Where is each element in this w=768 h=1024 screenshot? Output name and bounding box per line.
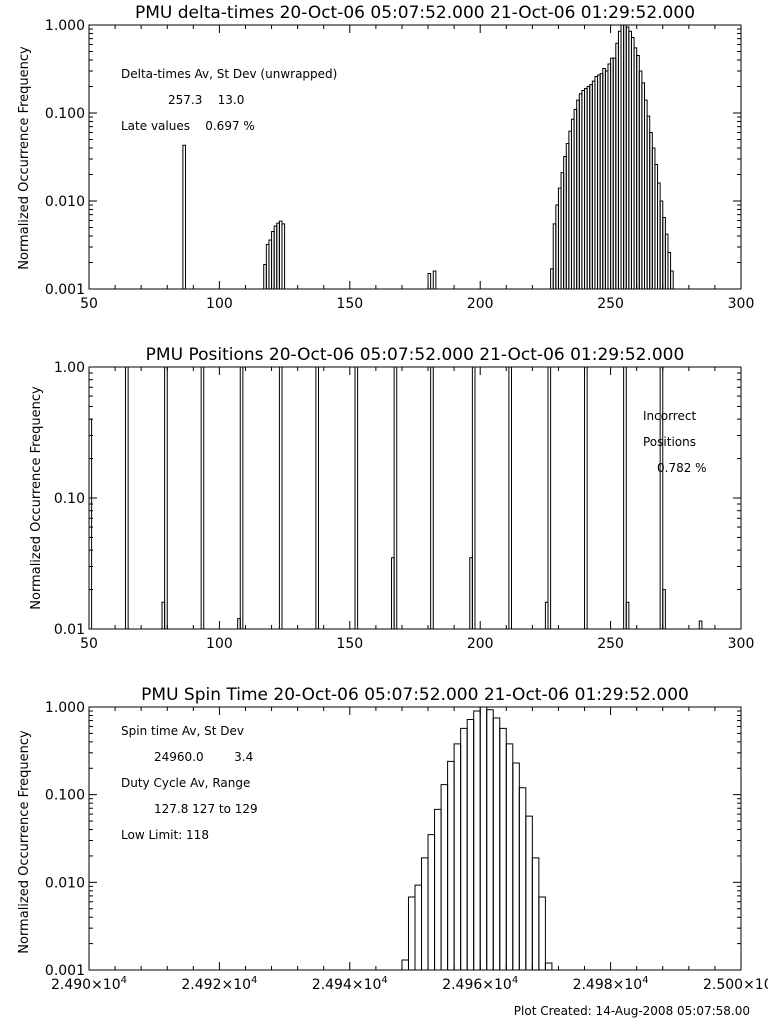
positions-bin-22	[662, 589, 666, 629]
positions-x-tick-label: 50	[80, 636, 98, 652]
delta-times-y-tick-label: 1.000	[45, 18, 85, 34]
spin-time-y-tick-label: 1.000	[45, 700, 85, 716]
delta-times-y-axis-label: Normalized Occurrence Frequency	[17, 46, 32, 270]
positions-bin-23	[698, 620, 703, 629]
positions-bin-20	[625, 601, 630, 629]
positions-axes: 50 100 150 200 250 300 0.01 0.10 1.00	[54, 360, 755, 652]
spin-time-title: PMU Spin Time 20-Oct-06 05:07:52.000 21-…	[141, 685, 689, 705]
spin-time-y-tick-label: 0.010	[45, 875, 85, 891]
spin-time-annotation-duty-range: 127.8 127 to 129	[154, 802, 258, 816]
delta-times-x-tick-label: 50	[80, 296, 98, 312]
spin-time-axes: 2.490×104 2.492×104 2.494×104 2.496×104 2.49…	[45, 700, 768, 993]
spin-time-y-tick-label: 0.001	[45, 963, 85, 979]
delta-times-bin-9	[427, 273, 432, 289]
delta-times-title: PMU delta-times 20-Oct-06 05:07:52.000 2…	[135, 3, 695, 23]
delta-times-x-tick-label: 100	[206, 296, 233, 312]
spin-time-panel: PMU Spin Time 20-Oct-06 05:07:52.000 21-…	[17, 685, 768, 993]
spin-time-bin-22	[544, 962, 553, 970]
delta-times-axes: 50 100 150 200 250 300 0.001 0.010 0.100 1.000	[45, 18, 754, 312]
spin-time-y-tick-label: 0.100	[45, 788, 85, 804]
positions-y-tick-label: 0.10	[54, 491, 85, 507]
positions-annotation-positions: Positions	[643, 435, 696, 449]
spin-time-annotation-header: Spin time Av, St Dev	[121, 724, 244, 738]
positions-x-tick-label: 250	[597, 636, 624, 652]
spin-time-x-tick-label: 2.492×104	[181, 975, 257, 993]
positions-title: PMU Positions 20-Oct-06 05:07:52.000 21-…	[146, 345, 685, 365]
positions-annotation-percent: 0.782 %	[657, 461, 707, 475]
delta-times-x-tick-label: 300	[728, 296, 755, 312]
delta-times-panel: PMU delta-times 20-Oct-06 05:07:52.000 2…	[17, 3, 754, 312]
delta-times-bin-8	[281, 223, 286, 289]
spin-time-y-axis-label: Normalized Occurrence Frequency	[17, 730, 32, 954]
positions-x-tick-label: 200	[467, 636, 494, 652]
positions-x-tick-label: 300	[728, 636, 755, 652]
delta-times-bin-57	[670, 270, 674, 289]
spin-time-bin-21	[538, 896, 546, 970]
spin-time-annotation-stats: 24960.0 3.4	[154, 750, 253, 764]
spin-time-x-tick-label: 2.494×104	[312, 975, 388, 993]
positions-y-axis-label: Normalized Occurrence Frequency	[29, 386, 44, 610]
delta-times-x-tick-label: 250	[597, 296, 624, 312]
delta-times-y-tick-label: 0.100	[45, 106, 85, 122]
spin-time-plot-frame	[88, 706, 742, 971]
delta-times-y-tick-label: 0.010	[45, 194, 85, 210]
positions-x-tick-label: 100	[206, 636, 233, 652]
positions-panel: PMU Positions 20-Oct-06 05:07:52.000 21-…	[29, 345, 754, 652]
delta-times-y-tick-label: 0.001	[45, 282, 85, 298]
spin-time-annotation-low-limit: Low Limit: 118	[121, 828, 209, 842]
positions-y-tick-label: 1.00	[54, 360, 85, 376]
delta-times-x-tick-label: 150	[336, 296, 363, 312]
delta-times-bin-0	[182, 144, 186, 289]
spin-time-annotation-duty-header: Duty Cycle Av, Range	[121, 776, 250, 790]
spin-time-x-tick-label: 2.496×104	[442, 975, 518, 993]
delta-times-plot-frame	[88, 24, 742, 290]
positions-x-tick-label: 150	[336, 636, 363, 652]
positions-annotation-incorrect: Incorrect	[643, 409, 696, 423]
delta-times-bin-10	[432, 270, 437, 289]
plot-created-footer: Plot Created: 14-Aug-2008 05:07:58.00	[514, 1004, 750, 1018]
delta-times-annotation-header: Delta-times Av, St Dev (unwrapped)	[121, 67, 337, 81]
spin-time-x-tick-label: 2.500×104	[703, 975, 768, 993]
delta-times-annotation-late: Late values 0.697 %	[121, 119, 255, 133]
delta-times-x-tick-label: 200	[467, 296, 494, 312]
delta-times-annotation-stats: 257.3 13.0	[168, 93, 244, 107]
spin-time-x-tick-label: 2.498×104	[573, 975, 649, 993]
positions-y-tick-label: 0.01	[54, 622, 85, 638]
spin-time-x-tick-label: 2.490×104	[51, 975, 127, 993]
